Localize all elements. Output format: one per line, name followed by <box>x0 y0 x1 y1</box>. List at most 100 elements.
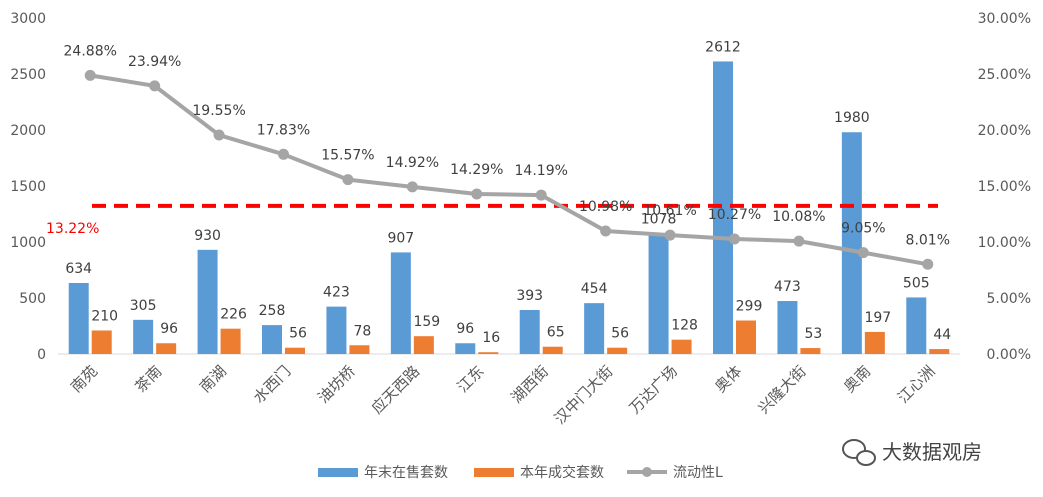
wechat-icon <box>842 439 866 459</box>
x-axis-category-label: 汉中门大街 <box>551 362 617 428</box>
bar-sold <box>91 330 112 354</box>
liquidity-data-label: 17.83% <box>257 122 310 138</box>
bar-sold-data-label: 53 <box>805 326 823 342</box>
bar-sold <box>929 349 950 354</box>
bar-sold <box>478 352 499 354</box>
x-axis-category-label: 油坊桥 <box>314 362 359 407</box>
legend-marker-liquidity <box>642 467 652 477</box>
liquidity-point <box>342 174 354 186</box>
bar-for-sale-data-label: 96 <box>456 321 474 337</box>
right-axis-tick-label: 15.00% <box>978 179 1031 195</box>
liquidity-data-label: 10.27% <box>708 207 761 223</box>
watermark-text: 大数据观房 <box>882 440 982 464</box>
liquidity-data-label: 15.57% <box>321 148 374 164</box>
x-axis-category-label: 湖西街 <box>507 362 552 407</box>
bar-sold-data-label: 197 <box>864 310 891 326</box>
legend-label-for-sale: 年末在售套数 <box>364 465 448 481</box>
x-axis-category-label: 南苑 <box>67 362 101 396</box>
bar-for-sale <box>777 301 798 354</box>
left-axis-tick-label: 3000 <box>10 11 46 27</box>
x-axis-category-label: 茶南 <box>132 362 166 396</box>
legend-swatch-sold <box>474 468 514 477</box>
bar-for-sale-data-label: 1078 <box>641 211 677 227</box>
liquidity-data-label: 14.92% <box>386 155 439 171</box>
liquidity-data-label: 14.29% <box>450 162 503 178</box>
bar-for-sale <box>197 249 218 354</box>
x-axis-category-label: 万达广场 <box>626 362 681 417</box>
left-axis-tick-label: 0 <box>37 347 46 363</box>
bar-for-sale <box>648 233 669 354</box>
x-axis-category-label: 兴隆大街 <box>755 362 810 417</box>
legend-label-sold: 本年成交套数 <box>520 464 604 481</box>
liquidity-point <box>406 181 418 193</box>
bar-for-sale-data-label: 258 <box>259 303 286 319</box>
bar-sold <box>671 339 692 354</box>
bar-sold <box>285 347 305 354</box>
liquidity-data-label: 19.55% <box>192 103 245 119</box>
bar-for-sale-data-label: 423 <box>323 285 350 301</box>
legend-label-liquidity: 流动性L <box>673 465 723 481</box>
bar-sold-data-label: 210 <box>91 308 118 324</box>
bar-for-sale <box>906 297 927 354</box>
bar-sold <box>736 320 756 354</box>
x-axis-category-label: 应天西路 <box>368 362 423 417</box>
right-axis-tick-label: 20.00% <box>978 123 1031 139</box>
x-axis-category-label: 奥南 <box>840 362 874 396</box>
liquidity-point <box>600 225 612 237</box>
bar-for-sale-data-label: 2612 <box>705 39 741 55</box>
liquidity-point <box>857 247 869 259</box>
bar-for-sale-data-label: 634 <box>65 261 92 277</box>
bar-sold <box>156 343 177 354</box>
x-axis-category-label: 江东 <box>454 362 488 396</box>
bar-sold-data-label: 226 <box>220 307 247 323</box>
bar-for-sale <box>519 309 540 354</box>
liquidity-data-label: 24.88% <box>64 43 117 59</box>
bar-sold-data-label: 44 <box>933 327 951 343</box>
liquidity-point <box>213 129 225 141</box>
liquidity-line <box>89 73 929 267</box>
liquidity-data-label: 10.98% <box>579 199 632 215</box>
bar-for-sale-data-label: 907 <box>387 230 414 246</box>
liquidity-point <box>664 229 676 241</box>
bar-for-sale-data-label: 505 <box>903 275 930 291</box>
liquidity-data-label: 10.08% <box>772 209 825 225</box>
bar-sold <box>864 331 885 354</box>
bar-for-sale-data-label: 393 <box>516 288 543 304</box>
bar-sold <box>542 346 563 354</box>
bar-for-sale <box>713 61 733 355</box>
bar-sold-data-label: 78 <box>354 323 372 339</box>
liquidity-data-label: 23.94% <box>128 54 181 70</box>
bar-sold-data-label: 159 <box>413 314 440 330</box>
bar-for-sale <box>68 282 89 354</box>
bar-sold-data-label: 96 <box>160 321 178 337</box>
bar-for-sale <box>133 319 154 354</box>
left-axis-tick-label: 500 <box>19 291 46 307</box>
liquidity-point <box>278 148 289 160</box>
right-axis-tick-label: 10.00% <box>978 235 1031 251</box>
bar-for-sale-data-label: 1980 <box>834 110 870 126</box>
liquidity-point <box>729 233 740 245</box>
right-axis-tick-label: 25.00% <box>978 67 1031 83</box>
liquidity-data-label: 10.61% <box>643 203 696 219</box>
legend-swatch-for-sale <box>318 468 358 477</box>
bar-for-sale <box>841 132 862 354</box>
bar-for-sale <box>262 325 282 354</box>
bar-sold-data-label: 56 <box>611 326 629 342</box>
left-axis-tick-label: 1000 <box>10 235 46 251</box>
liquidity-data-label: 8.01% <box>906 232 950 248</box>
left-axis-tick-label: 2000 <box>10 123 46 139</box>
right-axis-tick-label: 0.00% <box>987 347 1031 363</box>
right-axis-tick-label: 30.00% <box>978 11 1031 27</box>
bar-for-sale-data-label: 305 <box>130 298 157 314</box>
bar-sold-data-label: 56 <box>289 326 307 342</box>
liquidity-point <box>471 188 483 200</box>
liquidity-data-label: 9.05% <box>841 221 885 237</box>
bar-sold-data-label: 16 <box>482 330 500 346</box>
liquidity-data-label: 14.19% <box>515 163 568 179</box>
left-axis-tick-label: 1500 <box>10 179 46 195</box>
bar-sold <box>413 336 434 354</box>
bar-sold-data-label: 299 <box>736 299 763 315</box>
liquidity-point <box>149 80 161 92</box>
bar-sold-data-label: 128 <box>671 318 698 334</box>
